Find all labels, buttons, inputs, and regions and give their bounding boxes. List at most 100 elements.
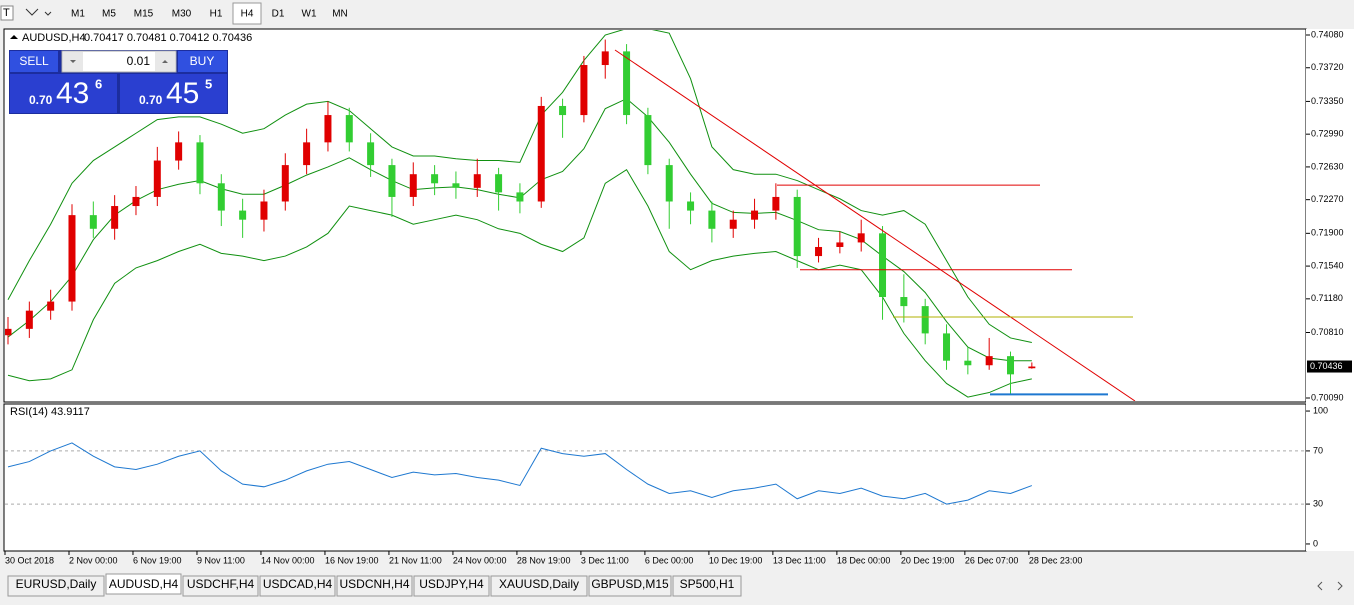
timeframe-button[interactable]: H1 (210, 9, 223, 20)
trade-panel: SELL 0.01 BUY 0.70 43 6 0.70 45 5 (9, 50, 228, 114)
timeframe-button[interactable]: M5 (102, 9, 116, 20)
sell-label: SELL (19, 54, 49, 68)
candle-body (964, 360, 972, 366)
timeframe-active (232, 2, 262, 25)
x-tick-label: 24 Nov 00:00 (453, 555, 507, 565)
timeframe-button[interactable]: M1 (71, 9, 85, 20)
price-axis (1306, 29, 1354, 551)
tab[interactable] (105, 573, 182, 595)
toolbar-icon[interactable] (0, 5, 14, 21)
x-tick-label: 30 Oct 2018 (5, 555, 54, 565)
candle-body (25, 310, 33, 329)
tab[interactable] (259, 575, 336, 597)
candle-body (900, 297, 908, 307)
candle-body (281, 165, 289, 202)
candle-body (580, 65, 588, 116)
buy-button[interactable] (178, 51, 227, 72)
bid-big: 43 (56, 77, 89, 110)
tab[interactable] (182, 575, 259, 597)
timeframe-button[interactable]: MN (332, 9, 348, 20)
candle-body (196, 142, 204, 184)
tab[interactable] (490, 575, 588, 597)
lot-value: 0.01 (127, 54, 151, 68)
x-tick-label: 2 Nov 00:00 (69, 555, 118, 565)
rsi-line (7, 442, 1033, 505)
main-plot (5, 30, 1136, 401)
x-tick-label: 26 Dec 07:00 (965, 555, 1019, 565)
candle-body (537, 105, 545, 202)
y-tick-label: 0.72270 (1311, 194, 1344, 204)
rsi-plot (5, 442, 1305, 505)
candle-body (985, 356, 993, 366)
candle-body (303, 142, 311, 166)
candle-body (815, 246, 823, 257)
current-price-label: 0.70436 (1310, 361, 1343, 371)
y-tick-label: 0.71540 (1311, 260, 1344, 270)
candle-body (516, 192, 524, 202)
tab[interactable] (588, 575, 672, 597)
buy-label: BUY (190, 54, 215, 68)
timeframe-button[interactable]: W1 (302, 9, 317, 20)
timeframe-button[interactable]: M30 (172, 9, 192, 20)
bollinger-upper (7, 30, 1032, 343)
toolbar-icon-text: T (3, 7, 10, 19)
tab[interactable] (7, 575, 105, 597)
x-tick-label: 16 Nov 19:00 (325, 555, 379, 565)
y-tick-label: 0.72630 (1311, 161, 1344, 171)
x-tick-label: 28 Nov 19:00 (517, 555, 571, 565)
sell-button[interactable] (10, 51, 58, 72)
candle-body (452, 183, 460, 188)
tab[interactable] (336, 575, 413, 597)
candle-body (879, 233, 887, 298)
tab-label: USDCNH,H4 (339, 577, 409, 591)
bid-box[interactable] (10, 74, 117, 113)
candle-body (5, 328, 12, 336)
candle-body (345, 115, 353, 143)
tab[interactable] (413, 575, 490, 597)
candle-body (559, 105, 567, 116)
y-tick-label: 0.74080 (1311, 29, 1344, 39)
candle-body (388, 165, 396, 197)
y-tick-label: 0.71180 (1311, 293, 1343, 303)
y-tick-label: 0.71900 (1311, 228, 1344, 238)
candle-body (260, 201, 268, 220)
candle-body (217, 183, 225, 211)
candle-body (68, 215, 76, 302)
x-tick-label: 9 Nov 11:00 (197, 555, 245, 565)
candle-body (175, 142, 183, 161)
x-tick-label: 28 Dec 23:00 (1029, 555, 1083, 565)
y-tick-label: 100 (1313, 405, 1328, 415)
candle-body (111, 206, 119, 229)
ask-box[interactable] (120, 74, 227, 113)
tab[interactable] (672, 575, 742, 597)
timeframe-button[interactable]: M15 (134, 9, 154, 20)
tab-label: GBPUSD,M15 (591, 577, 669, 591)
candle-body (431, 174, 439, 184)
collapse-icon[interactable] (10, 35, 18, 39)
bid-small: 6 (95, 76, 102, 91)
candle-body (473, 174, 481, 188)
candle-body (1007, 356, 1015, 375)
y-tick-label: 0.72990 (1311, 129, 1344, 139)
lot-input[interactable] (61, 50, 177, 73)
x-tick-label: 13 Dec 11:00 (773, 555, 826, 565)
candle-body (857, 233, 865, 243)
candle-body (665, 165, 673, 202)
toolbar-icon[interactable] (25, 8, 52, 16)
x-tick-label: 6 Nov 19:00 (133, 555, 182, 565)
timeframe-button[interactable]: D1 (272, 9, 285, 20)
tab-label: USDCHF,H4 (187, 577, 255, 591)
bid-prefix: 0.70 (29, 93, 53, 107)
candle-body (921, 306, 929, 334)
candle-body (623, 51, 631, 116)
y-tick-label: 0.73720 (1311, 62, 1344, 72)
timeframe-button[interactable]: H4 (241, 9, 254, 20)
candle-body (324, 115, 332, 143)
x-tick-label: 3 Dec 11:00 (581, 555, 629, 565)
current-price-box (1307, 360, 1352, 373)
x-tick-label: 18 Dec 00:00 (837, 555, 891, 565)
candle-body (1028, 366, 1036, 369)
tab-scroll[interactable] (1317, 581, 1343, 591)
